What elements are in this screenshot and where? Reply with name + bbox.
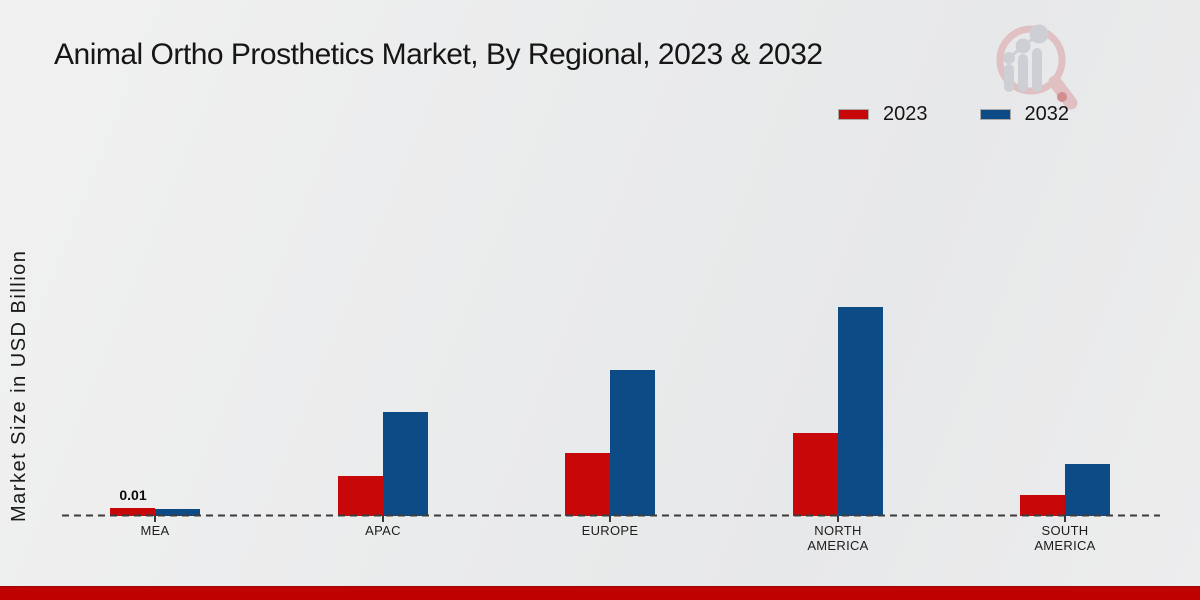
bar-south-america-2023	[1020, 495, 1065, 516]
bar-group-south-america	[1020, 464, 1110, 516]
bar-group-europe	[565, 370, 655, 516]
category-label-europe: EUROPE	[581, 523, 639, 538]
chart-title: Animal Ortho Prosthetics Market, By Regi…	[54, 38, 823, 71]
legend: 2023 2032	[838, 103, 1069, 126]
bar-apac-2023	[338, 476, 383, 516]
axis-tick-north-america	[837, 516, 839, 522]
bar-group-apac	[338, 412, 428, 516]
bar-north-america-2023	[793, 433, 838, 516]
category-label-north-america: NORTH AMERICA	[807, 523, 869, 553]
bar-mea-2023	[110, 508, 155, 516]
category-label-mea: MEA	[140, 523, 170, 538]
axis-tick-apac	[382, 516, 384, 522]
legend-label-2032: 2032	[1024, 103, 1070, 125]
category-label-south-america: SOUTH AMERICA	[1034, 523, 1096, 553]
bar-value-label-mea-2023: 0.01	[119, 487, 147, 503]
bar-europe-2032	[610, 370, 655, 516]
legend-swatch-2032	[979, 109, 1011, 120]
axis-tick-europe	[609, 516, 611, 522]
legend-item-2023: 2023	[838, 103, 928, 126]
magnifier-bar-chart-logo-icon	[996, 24, 1078, 110]
category-label-apac: APAC	[365, 523, 401, 538]
bar-mea-2032	[155, 509, 200, 516]
legend-swatch-2023	[838, 109, 869, 120]
legend-item-2032: 2032	[979, 103, 1070, 126]
bar-group-north-america	[793, 307, 883, 516]
bar-apac-2032	[383, 412, 428, 516]
axis-tick-south-america	[1064, 516, 1066, 522]
axis-tick-mea	[154, 516, 156, 522]
footer-band	[0, 586, 1200, 600]
bar-group-mea	[110, 508, 200, 516]
bar-south-america-2032	[1065, 464, 1110, 516]
legend-label-2023: 2023	[883, 103, 928, 125]
bar-europe-2023	[565, 453, 610, 516]
bar-north-america-2032	[838, 307, 883, 516]
